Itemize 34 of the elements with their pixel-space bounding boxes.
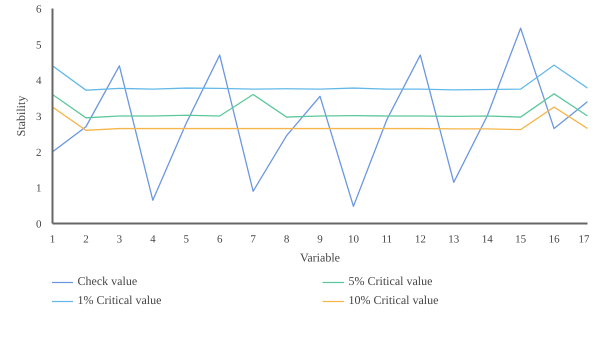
x-tick-label: 5 [184, 234, 190, 246]
y-tick-label: 6 [36, 4, 42, 16]
y-tick-label: 2 [36, 146, 42, 159]
x-tick-label: 17 [578, 234, 590, 246]
x-tick-label: 12 [414, 234, 426, 246]
x-tick-label: 14 [482, 234, 494, 246]
legend-label: 10% Critical value [348, 293, 440, 308]
line-series [52, 106, 588, 131]
x-tick-label: 8 [284, 234, 290, 246]
y-tick-label: 3 [36, 111, 42, 123]
y-tick-label: 1 [36, 182, 42, 195]
x-tick-label: 2 [83, 234, 89, 246]
legend-label: 5% Critical value [348, 274, 434, 289]
x-tick-label: 10 [348, 234, 360, 246]
legend-label: 1% Critical value [78, 293, 162, 308]
line-series [52, 28, 588, 207]
y-tick-label: 0 [36, 218, 42, 230]
x-tick-label: 1 [50, 234, 56, 246]
line-series [52, 64, 588, 91]
x-axis-title: Variable [300, 250, 340, 264]
x-tick-label: 16 [548, 234, 560, 246]
y-tick-label: 4 [36, 75, 42, 88]
y-tick-label: 5 [36, 39, 42, 52]
y-axis-title: Stability [14, 96, 28, 136]
legend-label: Check value [78, 274, 138, 289]
line-series [52, 93, 588, 118]
x-tick-label: 11 [382, 234, 392, 246]
x-tick-label: 9 [317, 234, 324, 246]
x-tick-label: 4 [150, 234, 156, 246]
x-tick-label: 3 [116, 234, 123, 246]
x-tick-label: 15 [515, 234, 527, 246]
x-tick-label: 13 [448, 234, 460, 246]
x-tick-label: 7 [250, 234, 256, 246]
x-tick-label: 6 [216, 234, 223, 246]
